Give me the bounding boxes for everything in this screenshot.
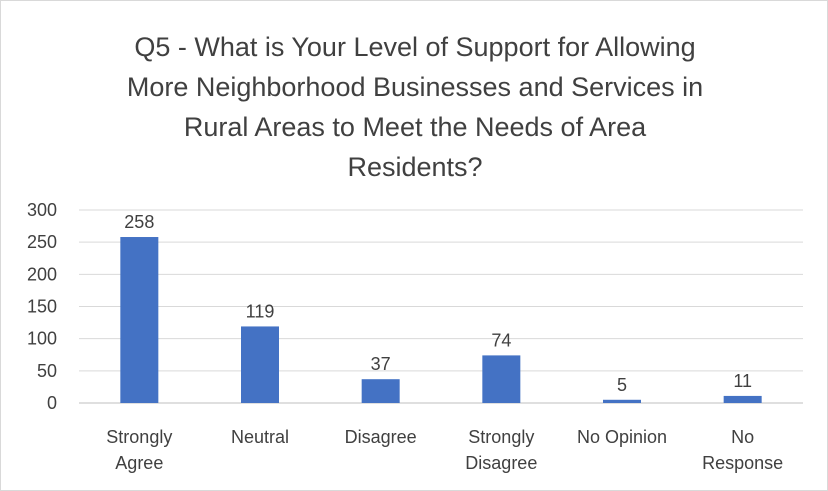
bar — [723, 395, 762, 403]
data-label: 119 — [246, 301, 275, 321]
y-tick-label: 200 — [27, 264, 57, 284]
data-label: 11 — [733, 371, 752, 391]
x-tick-label: No Opinion — [577, 427, 667, 447]
chart-title-line: Q5 - What is Your Level of Support for A… — [134, 32, 696, 62]
chart-title-line: Residents? — [347, 152, 483, 182]
bar — [241, 326, 279, 403]
x-tick-label: Disagree — [345, 427, 417, 447]
y-tick-label: 150 — [27, 297, 57, 317]
x-tick-label: Strongly Disagree — [465, 427, 537, 473]
y-tick-label: 100 — [27, 329, 57, 349]
bar — [482, 355, 521, 403]
bar — [120, 237, 159, 403]
bar — [603, 399, 641, 403]
y-tick-label: 0 — [47, 393, 57, 413]
data-label: 5 — [617, 375, 627, 395]
x-tick-label: Neutral — [231, 427, 289, 447]
y-tick-label: 250 — [27, 232, 57, 252]
x-tick-label: No Response — [702, 427, 783, 473]
data-label: 258 — [124, 212, 154, 232]
bar — [361, 379, 400, 403]
y-tick-label: 300 — [27, 200, 57, 220]
data-label: 37 — [371, 354, 391, 374]
x-tick-label: Strongly Agree — [106, 427, 172, 473]
chart-title: Q5 - What is Your Level of Support for A… — [61, 27, 769, 187]
y-tick-label: 50 — [37, 361, 57, 381]
chart-title-line: More Neighborhood Businesses and Service… — [126, 72, 704, 102]
chart-title-line: Rural Areas to Meet the Needs of Area — [183, 112, 647, 142]
data-label: 74 — [491, 330, 511, 350]
